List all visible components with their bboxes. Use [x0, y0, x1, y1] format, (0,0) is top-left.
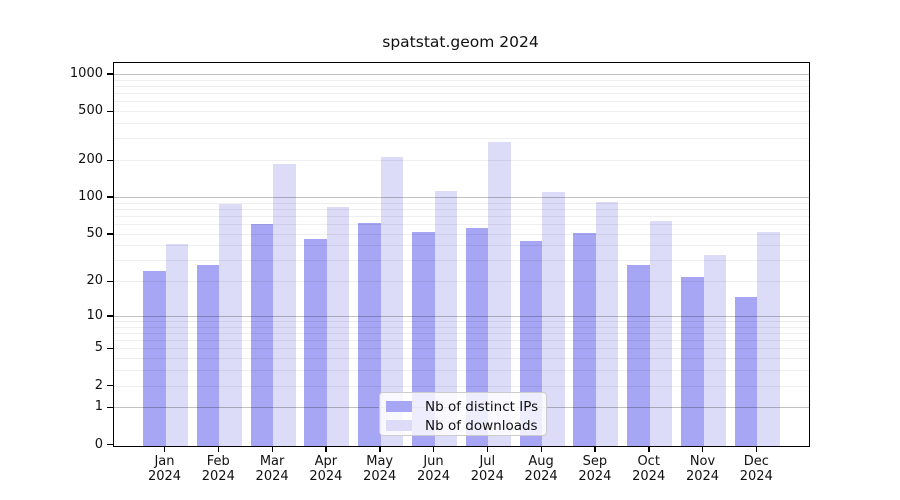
y-tick-label: 5 [94, 340, 103, 356]
bar-distinct-ips-mar [250, 224, 274, 446]
gridline-minor [114, 79, 809, 81]
gridline-minor [114, 370, 809, 372]
y-tick-label: 2 [94, 377, 103, 393]
gridline-minor [114, 123, 809, 125]
x-tick-mark [164, 446, 166, 452]
gridline-minor [114, 85, 809, 87]
x-tick-mark [271, 446, 273, 452]
gridline-minor [114, 281, 809, 283]
x-tick-mark [540, 446, 542, 452]
bar-downloads-aug [542, 191, 565, 446]
gridline-minor [114, 101, 809, 103]
gridline-minor [114, 358, 809, 360]
gridline-minor [114, 245, 809, 247]
x-tick-mark [486, 446, 489, 452]
gridline-minor [114, 208, 809, 210]
x-tick-label-may: May 2024 [363, 453, 397, 485]
gridline-minor [114, 233, 809, 235]
bar-distinct-ips-jan [143, 270, 166, 446]
x-tick-label-sep: Sep 2024 [578, 453, 612, 485]
legend-label-distinct-ips: Nb of distinct IPs [425, 398, 539, 415]
x-tick-label-aug: Aug 2024 [524, 453, 558, 485]
gridline-minor [114, 326, 809, 328]
x-tick-mark [433, 446, 435, 452]
x-tick-label-jun: Jun 2024 [416, 453, 451, 485]
x-tick-mark [594, 446, 596, 452]
y-tick-label: 50 [86, 225, 103, 241]
y-tick-label: 200 [78, 152, 103, 168]
gridline-minor [114, 202, 809, 204]
x-tick-label-mar: Mar 2024 [255, 453, 289, 485]
bar-downloads-apr [326, 207, 350, 446]
legend-item-distinct-ips: Nb of distinct IPs [386, 398, 538, 415]
x-tick-mark [325, 446, 327, 452]
legend-swatch-downloads [386, 420, 412, 431]
legend-item-downloads: Nb of downloads [386, 417, 538, 434]
legend-swatch-distinct-ips [386, 401, 412, 412]
gridline-minor [114, 332, 809, 334]
gridline-major [114, 73, 809, 75]
gridline-minor [114, 321, 809, 323]
bar-downloads-jul [488, 142, 511, 446]
plot-area [113, 62, 810, 447]
bar-downloads-dec [757, 231, 780, 446]
x-tick-mark [648, 446, 650, 452]
bar-downloads-sep [595, 202, 619, 446]
bar-distinct-ips-oct [627, 264, 650, 446]
x-tick-label-apr: Apr 2024 [309, 453, 343, 485]
x-tick-mark [217, 446, 220, 452]
y-tick-label: 500 [78, 103, 103, 119]
gridline-major [114, 315, 809, 317]
y-tick-label: 100 [78, 188, 103, 204]
bar-downloads-jun [434, 191, 457, 446]
bar-distinct-ips-dec [734, 296, 758, 446]
legend: Nb of distinct IPs Nb of downloads [379, 392, 547, 436]
y-tick-label: 10 [86, 307, 103, 323]
gridline-minor [114, 138, 809, 140]
bar-downloads-feb [219, 203, 242, 446]
gridline-minor [114, 160, 809, 162]
bar-downloads-jan [165, 243, 188, 446]
x-tick-label-dec: Dec 2024 [739, 453, 773, 485]
bar-distinct-ips-sep [573, 232, 596, 446]
bar-downloads-nov [703, 254, 726, 446]
x-tick-label-nov: Nov 2024 [685, 453, 720, 485]
y-tick-label: 0 [94, 436, 103, 452]
bar-distinct-ips-feb [196, 264, 220, 446]
gridline-minor [114, 224, 809, 226]
y-tick-label: 1 [94, 399, 103, 415]
legend-label-downloads: Nb of downloads [425, 417, 538, 434]
bar-downloads-oct [649, 220, 673, 446]
bar-distinct-ips-nov [681, 277, 704, 446]
x-tick-label-feb: Feb 2024 [201, 453, 235, 485]
gridline-minor [114, 93, 809, 95]
gridline-minor [114, 111, 809, 113]
x-tick-mark [755, 446, 758, 452]
gridline-minor [114, 348, 809, 350]
y-tick-label: 20 [86, 273, 103, 289]
grid-layer [114, 63, 809, 446]
x-tick-mark [379, 446, 381, 452]
bar-downloads-mar [273, 163, 296, 446]
x-tick-label-jul: Jul 2024 [470, 453, 504, 485]
y-tick-label: 1000 [69, 65, 103, 81]
gridline-minor [114, 340, 809, 342]
gridline-minor [114, 385, 809, 387]
gridline-minor [114, 215, 809, 217]
chart-title: spatstat.geom 2024 [382, 33, 539, 51]
gridline-minor [114, 260, 809, 262]
bar-distinct-ips-jul [465, 227, 489, 446]
bar-downloads-may [380, 157, 404, 446]
gridline-major [114, 196, 809, 198]
bar-distinct-ips-apr [304, 239, 327, 446]
bar-distinct-ips-may [358, 223, 381, 446]
x-tick-mark [702, 446, 704, 452]
x-tick-label-oct: Oct 2024 [632, 453, 666, 485]
x-tick-label-jan: Jan 2024 [147, 453, 182, 485]
